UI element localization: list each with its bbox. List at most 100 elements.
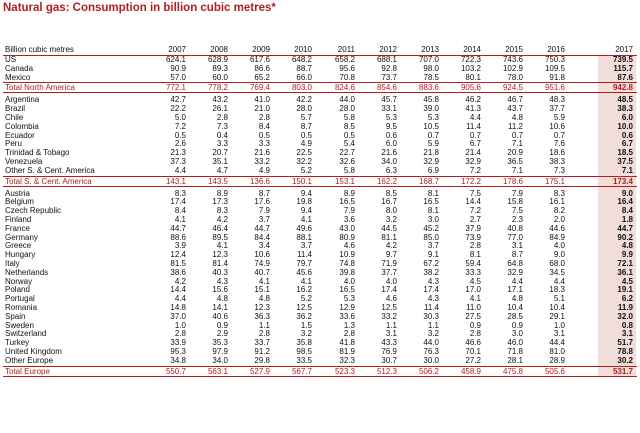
value-cell: 0.4 — [216, 130, 228, 140]
value-cell: 34.0 — [212, 355, 228, 365]
value-cell: 5.0 — [174, 112, 186, 122]
value-cell: 27.5 — [465, 311, 481, 321]
value-cell: 81.0 — [549, 346, 565, 356]
value-cell: 624.1 — [165, 55, 186, 64]
value-cell: 5.7 — [300, 112, 312, 122]
value-cell: 70.1 — [465, 346, 481, 356]
value-cell: 81.9 — [339, 346, 355, 356]
value-cell: 74.9 — [254, 258, 270, 268]
table-row: Chile 5.0 2.8 2.8 5.7 5.8 5.3 5.3 4.4 4.8 5.9 6.0 — [3, 112, 637, 123]
value-cell: 4.8 — [511, 294, 523, 304]
value-cell: 37.0 — [170, 311, 186, 321]
year-header: 2017 — [615, 45, 633, 54]
value-cell: 45.8 — [423, 95, 439, 105]
value-cell: 5.1 — [553, 294, 565, 304]
value-cell: 9.1 — [427, 250, 439, 260]
value-cell: 7.1 — [511, 165, 523, 175]
value-cell: 4.2 — [216, 214, 228, 224]
value-cell: 7.9 — [258, 206, 270, 216]
value-cell: 80.9 — [339, 232, 355, 242]
value-cell-2017: 7.1 — [621, 165, 633, 175]
value-cell: 4.4 — [174, 294, 186, 304]
value-cell: 6.0 — [385, 139, 397, 149]
value-cell: 64.8 — [507, 258, 523, 268]
value-cell: 3.6 — [343, 214, 355, 224]
value-cell: 46.2 — [465, 95, 481, 105]
latest-year-column-highlight — [598, 56, 636, 377]
table-row: Argentina 42.7 43.2 41.0 42.2 44.0 45.7 45.8 46.… — [3, 96, 637, 105]
value-cell: 3.0 — [427, 214, 439, 224]
value-cell: 16.5 — [423, 197, 439, 207]
value-cell: 9.7 — [385, 250, 397, 260]
value-cell: 17.6 — [254, 197, 270, 207]
value-cell: 563.1 — [207, 366, 228, 376]
value-cell: 4.4 — [553, 276, 565, 286]
value-cell: 550.7 — [165, 366, 186, 376]
table-row: France 44.7 46.4 44.7 49.6 43.0 44.5 45.2 37.9 40… — [3, 223, 637, 234]
value-cell: 458.9 — [460, 366, 481, 376]
value-cell: 4.8 — [216, 294, 228, 304]
value-cell-2017: 6.0 — [621, 112, 633, 122]
value-cell: 98.0 — [423, 63, 439, 73]
table-row: US 624.1 628.9 617.6 648.2 658.2 688.1 707.0 722… — [3, 55, 637, 65]
value-cell: 88.6 — [170, 232, 186, 242]
value-cell: 21.8 — [423, 148, 439, 158]
value-cell: 648.2 — [291, 55, 312, 64]
value-cell-2017: 78.8 — [617, 346, 633, 356]
value-cell: 2.8 — [469, 329, 481, 339]
value-cell: 36.2 — [296, 311, 312, 321]
table-row: Poland 14.4 15.6 15.1 16.2 16.5 17.4 17.4 17.0 17… — [3, 286, 637, 295]
value-cell: 3.2 — [427, 329, 439, 339]
total-label: Total North America — [5, 83, 75, 93]
value-cell: 162.2 — [376, 176, 397, 186]
value-cell: 3.4 — [258, 241, 270, 251]
value-cell: 34.5 — [549, 267, 565, 277]
value-cell: 4.3 — [427, 294, 439, 304]
value-cell: 27.2 — [465, 355, 481, 365]
value-cell: 44.7 — [170, 223, 186, 233]
value-cell-2017: 10.0 — [617, 121, 633, 131]
total-row: Total North America 772.1 778.2 769.4 803.0 8… — [3, 82, 637, 94]
country-label: Poland — [5, 285, 30, 295]
value-cell: 22.2 — [170, 104, 186, 114]
value-cell: 86.6 — [254, 63, 270, 73]
value-cell: 41.3 — [465, 104, 481, 114]
value-cell: 778.2 — [207, 83, 228, 93]
value-cell: 11.4 — [297, 250, 312, 260]
value-cell: 32.9 — [507, 267, 523, 277]
value-cell: 81.5 — [170, 258, 186, 268]
value-cell: 38.2 — [423, 267, 439, 277]
value-cell: 26.1 — [212, 104, 228, 114]
value-cell: 91.2 — [254, 346, 270, 356]
year-header: 2016 — [547, 45, 565, 54]
value-cell: 12.3 — [212, 250, 228, 260]
value-cell: 4.1 — [216, 241, 228, 251]
country-label: Turkey — [5, 338, 30, 348]
value-cell: 17.4 — [381, 285, 397, 295]
value-cell-2017: 38.3 — [617, 104, 633, 114]
value-cell: 40.3 — [212, 267, 228, 277]
year-header: 2010 — [294, 45, 312, 54]
value-cell: 0.5 — [300, 130, 312, 140]
value-cell: 4.7 — [216, 165, 228, 175]
value-cell: 14.1 — [212, 302, 228, 312]
value-cell: 4.3 — [427, 276, 439, 286]
value-cell: 12.3 — [254, 302, 270, 312]
value-cell-2017: 9.9 — [621, 250, 633, 260]
year-header: 2007 — [168, 45, 186, 54]
value-cell-2017: 72.1 — [617, 258, 633, 268]
value-cell: 0.9 — [511, 320, 523, 330]
value-cell: 40.7 — [254, 267, 270, 277]
value-cell: 3.9 — [174, 241, 186, 251]
value-cell: 11.0 — [466, 302, 481, 312]
value-cell: 67.2 — [423, 258, 439, 268]
value-cell: 44.6 — [549, 223, 565, 233]
country-label: France — [5, 223, 30, 233]
value-cell: 80.1 — [465, 72, 481, 82]
value-cell: 16.7 — [381, 197, 397, 207]
value-cell: 34.0 — [381, 156, 397, 166]
country-label: Netherlands — [5, 267, 49, 277]
value-cell: 4.6 — [343, 241, 355, 251]
value-cell: 33.9 — [170, 338, 186, 348]
table-row: Belgium 17.4 17.3 17.6 19.8 16.5 16.7 16.5 14.4 1… — [3, 198, 637, 207]
